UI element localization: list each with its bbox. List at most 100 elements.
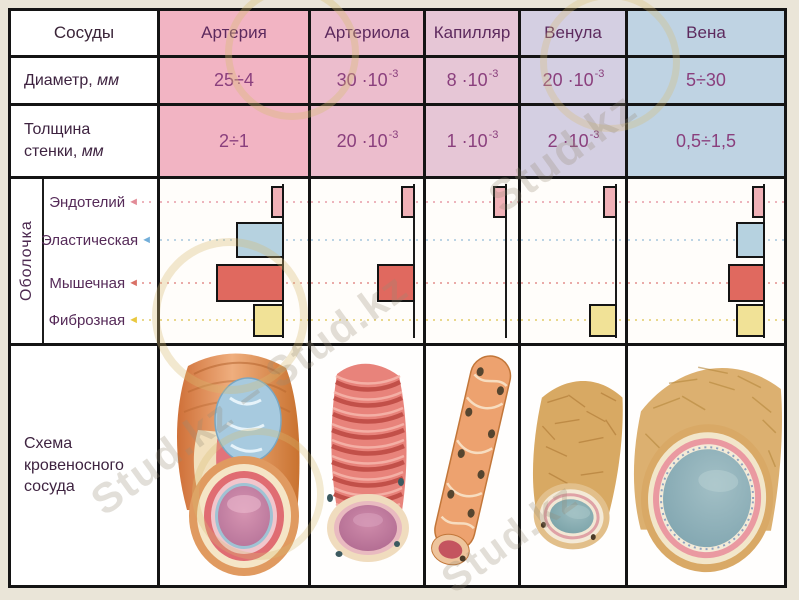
dotted-guideline — [426, 319, 518, 321]
membrane-layer-row: Фиброзная ◄ — [47, 310, 155, 330]
membranes-chart-arteriola — [311, 179, 423, 343]
bar-axis-line — [615, 184, 617, 338]
diameter-label: Диаметр, мм — [24, 70, 119, 92]
diameter-value-capillary: 8 ·10-3 — [426, 58, 518, 103]
membrane-thickness-bar — [752, 186, 765, 218]
dotted-guideline — [311, 201, 423, 203]
header-label: Артериола — [324, 23, 410, 42]
dotted-guideline — [311, 319, 423, 321]
value: 25÷4 — [214, 70, 254, 91]
value-base: 8 ·10 — [446, 70, 488, 90]
membrane-layer-labels: Эндотелий ◄ Эластическая ◄ Мышечная ◄ Фиброзна… — [11, 179, 157, 343]
membrane-layer-label: Фиброзная — [48, 311, 126, 329]
value-exp: -3 — [589, 128, 600, 141]
dotted-guideline — [426, 239, 518, 241]
dotted-guideline — [160, 201, 308, 203]
schema-arteriole-cell — [311, 346, 423, 585]
membranes-chart-capillary — [426, 179, 518, 343]
membrane-thickness-bar — [401, 186, 415, 218]
thickness-value-venula: 2 ·10-3 — [521, 106, 625, 176]
value: 20 ·10-3 — [336, 128, 399, 152]
header-row-label-cell: Сосуды — [11, 11, 157, 55]
header-label: Капилляр — [433, 23, 511, 42]
membrane-layer-label: Эндотелий — [49, 193, 126, 211]
membranes-chart-arteria — [160, 179, 308, 343]
membrane-thickness-bar — [493, 186, 507, 218]
dotted-guideline — [628, 239, 784, 241]
header-label: Венула — [544, 23, 602, 42]
schema-capillary-cell — [426, 346, 518, 585]
header-cell-arteria: Артерия — [160, 11, 308, 55]
membrane-thickness-bar — [603, 186, 617, 218]
schema-row-label-cell: Схема кровеносного сосуда — [11, 346, 157, 585]
schema-artery-cell — [160, 346, 308, 585]
value: 0,5÷1,5 — [676, 131, 736, 152]
header-label: Вена — [686, 23, 726, 42]
value-base: 20 ·10 — [336, 130, 388, 151]
header-cell-venula: Венула — [521, 11, 625, 55]
value: 2 ·10-3 — [548, 128, 600, 152]
venule-illustration — [532, 381, 623, 550]
membrane-thickness-bar — [728, 264, 765, 302]
membrane-thickness-bar — [271, 186, 284, 218]
dotted-line-segment — [142, 282, 155, 284]
dotted-guideline — [426, 282, 518, 284]
dotted-guideline — [628, 201, 784, 203]
arteriole-illustration — [327, 363, 409, 562]
thickness-label-text: Толщина стенки, — [24, 121, 91, 160]
dotted-guideline — [160, 319, 308, 321]
membrane-thickness-bar — [589, 303, 617, 337]
membrane-layer-row: Эластическая ◄ — [41, 230, 155, 250]
value: 20 ·10-3 — [542, 68, 605, 91]
value: 2÷1 — [219, 131, 249, 152]
header-cell-capillary: Капилляр — [426, 11, 518, 55]
value-base: 5÷30 — [686, 70, 726, 90]
membrane-thickness-bar — [253, 303, 284, 337]
dotted-line-segment — [142, 201, 155, 203]
membrane-layer-row: Эндотелий ◄ — [47, 192, 155, 212]
schema-vein-cell — [628, 346, 784, 585]
header-cell-vena: Вена — [628, 11, 784, 55]
membrane-thickness-bar — [377, 264, 415, 302]
value-exp: -3 — [488, 128, 499, 141]
value-base: 30 ·10 — [336, 70, 388, 90]
vessels-table: Сосуды Артерия Артериола Капилляр Венула… — [8, 8, 787, 588]
header-cell-arteriola: Артериола — [311, 11, 423, 55]
diameter-value-arteriola: 30 ·10-3 — [311, 58, 423, 103]
value-exp: -3 — [388, 68, 399, 80]
membrane-layer-label: Мышечная — [49, 274, 126, 292]
diameter-value-venula: 20 ·10-3 — [521, 58, 625, 103]
membrane-thickness-bar — [216, 264, 284, 302]
bar-axis-line — [763, 184, 765, 338]
value-base: 20 ·10 — [542, 70, 594, 90]
value-base: 1 ·10 — [446, 130, 488, 151]
diameter-label-text: Диаметр, — [24, 71, 93, 89]
dotted-guideline — [311, 239, 423, 241]
membranes-chart-vena — [628, 179, 784, 343]
thickness-unit: мм — [77, 143, 104, 160]
thickness-value-arteria: 2÷1 — [160, 106, 308, 176]
vein-illustration — [633, 366, 782, 573]
dotted-guideline — [521, 282, 625, 284]
left-arrow-icon: ◄ — [128, 276, 139, 289]
thickness-label: Толщина стенки, мм — [24, 119, 104, 162]
dotted-line-segment — [142, 319, 155, 321]
value: 30 ·10-3 — [336, 68, 399, 91]
bar-axis-line — [282, 184, 284, 338]
value-exp: -3 — [488, 68, 499, 80]
schema-venule-cell — [521, 346, 625, 585]
left-arrow-icon: ◄ — [141, 233, 152, 246]
value-exp: -3 — [388, 128, 399, 141]
value-base: 0,5÷1,5 — [676, 130, 736, 151]
dotted-guideline — [426, 201, 518, 203]
membrane-layer-label: Эластическая — [40, 231, 139, 249]
membrane-thickness-bar — [736, 303, 765, 337]
dotted-guideline — [521, 319, 625, 321]
value: 8 ·10-3 — [446, 68, 499, 91]
membranes-chart-venula — [521, 179, 625, 343]
header-label: Артерия — [201, 23, 267, 42]
dotted-guideline — [628, 319, 784, 321]
dotted-guideline — [521, 239, 625, 241]
bar-axis-line — [413, 184, 415, 338]
